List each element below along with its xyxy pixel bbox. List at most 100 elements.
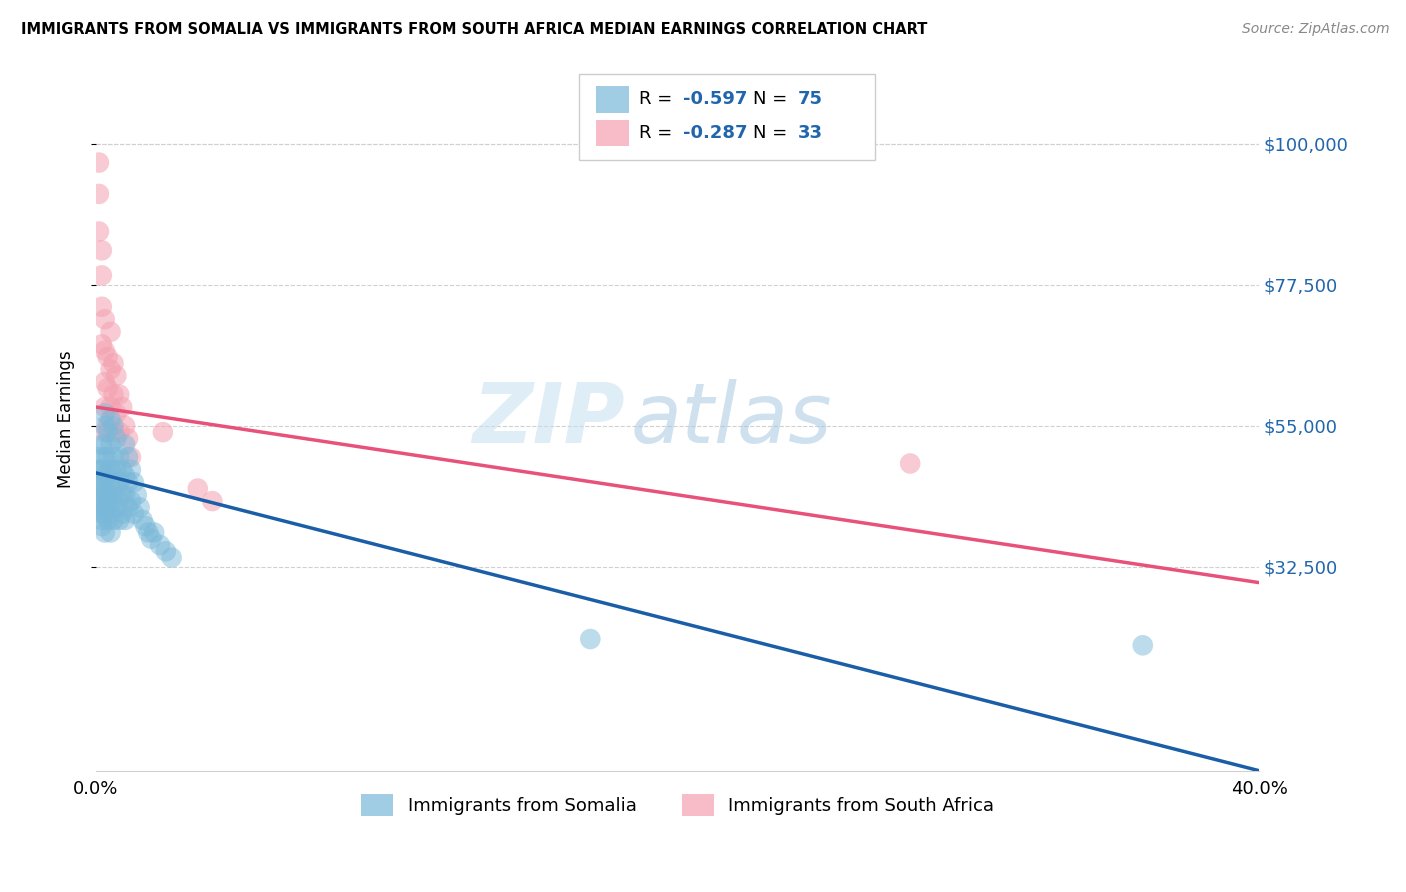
Point	[138, 525, 160, 540]
Point	[97, 500, 120, 515]
Point	[90, 513, 112, 527]
Bar	[596, 120, 628, 146]
Point	[108, 450, 131, 465]
Point	[117, 450, 139, 465]
Point	[90, 244, 112, 258]
Point	[87, 225, 110, 239]
Text: IMMIGRANTS FROM SOMALIA VS IMMIGRANTS FROM SOUTH AFRICA MEDIAN EARNINGS CORRELAT: IMMIGRANTS FROM SOMALIA VS IMMIGRANTS FR…	[21, 22, 928, 37]
Point	[122, 475, 145, 490]
Point	[100, 325, 122, 339]
Point	[90, 268, 112, 283]
Point	[134, 519, 156, 533]
Point	[160, 550, 183, 565]
Point	[579, 632, 602, 646]
Point	[128, 500, 150, 515]
Point	[93, 425, 115, 439]
Point	[108, 425, 131, 439]
Point	[90, 438, 112, 452]
Point	[125, 488, 148, 502]
Point	[90, 469, 112, 483]
Point	[120, 463, 142, 477]
Text: R =: R =	[640, 90, 678, 109]
Text: 33: 33	[797, 124, 823, 142]
Point	[111, 488, 134, 502]
Point	[108, 475, 131, 490]
Point	[117, 431, 139, 445]
Point	[131, 513, 153, 527]
Point	[97, 450, 120, 465]
Point	[100, 400, 122, 414]
Point	[141, 532, 163, 546]
Point	[108, 513, 131, 527]
Point	[108, 387, 131, 401]
Text: R =: R =	[640, 124, 678, 142]
Point	[105, 500, 128, 515]
Point	[90, 507, 112, 521]
Point	[103, 488, 125, 502]
Point	[90, 337, 112, 351]
Point	[93, 312, 115, 326]
Text: N =: N =	[754, 90, 793, 109]
Point	[120, 450, 142, 465]
Point	[93, 469, 115, 483]
Point	[93, 438, 115, 452]
Point	[100, 463, 122, 477]
Point	[105, 482, 128, 496]
Point	[117, 475, 139, 490]
Point	[120, 494, 142, 508]
Bar	[596, 86, 628, 112]
Point	[97, 425, 120, 439]
Text: -0.287: -0.287	[683, 124, 748, 142]
FancyBboxPatch shape	[579, 74, 876, 160]
Point	[93, 418, 115, 433]
Point	[90, 463, 112, 477]
Point	[90, 494, 112, 508]
Point	[108, 494, 131, 508]
Point	[103, 387, 125, 401]
Point	[155, 544, 177, 558]
Point	[103, 469, 125, 483]
Point	[114, 488, 136, 502]
Point	[152, 425, 174, 439]
Text: ZIP: ZIP	[472, 379, 626, 460]
Point	[87, 475, 110, 490]
Point	[97, 381, 120, 395]
Point	[93, 482, 115, 496]
Point	[103, 450, 125, 465]
Point	[201, 494, 224, 508]
Point	[105, 406, 128, 420]
Point	[87, 463, 110, 477]
Point	[93, 375, 115, 389]
Point	[103, 425, 125, 439]
Point	[111, 507, 134, 521]
Point	[103, 513, 125, 527]
Point	[97, 469, 120, 483]
Point	[93, 406, 115, 420]
Y-axis label: Median Earnings: Median Earnings	[58, 351, 75, 489]
Point	[187, 482, 209, 496]
Point	[100, 438, 122, 452]
Point	[111, 400, 134, 414]
Point	[87, 155, 110, 169]
Point	[100, 412, 122, 426]
Point	[114, 469, 136, 483]
Point	[87, 500, 110, 515]
Point	[90, 482, 112, 496]
Text: Source: ZipAtlas.com: Source: ZipAtlas.com	[1241, 22, 1389, 37]
Point	[87, 488, 110, 502]
Point	[117, 500, 139, 515]
Point	[114, 438, 136, 452]
Point	[87, 450, 110, 465]
Point	[100, 525, 122, 540]
Point	[93, 488, 115, 502]
Point	[122, 507, 145, 521]
Point	[93, 500, 115, 515]
Point	[1132, 638, 1154, 652]
Point	[93, 525, 115, 540]
Legend: Immigrants from Somalia, Immigrants from South Africa: Immigrants from Somalia, Immigrants from…	[352, 785, 1004, 825]
Point	[87, 186, 110, 201]
Point	[100, 482, 122, 496]
Point	[97, 488, 120, 502]
Point	[111, 463, 134, 477]
Point	[97, 513, 120, 527]
